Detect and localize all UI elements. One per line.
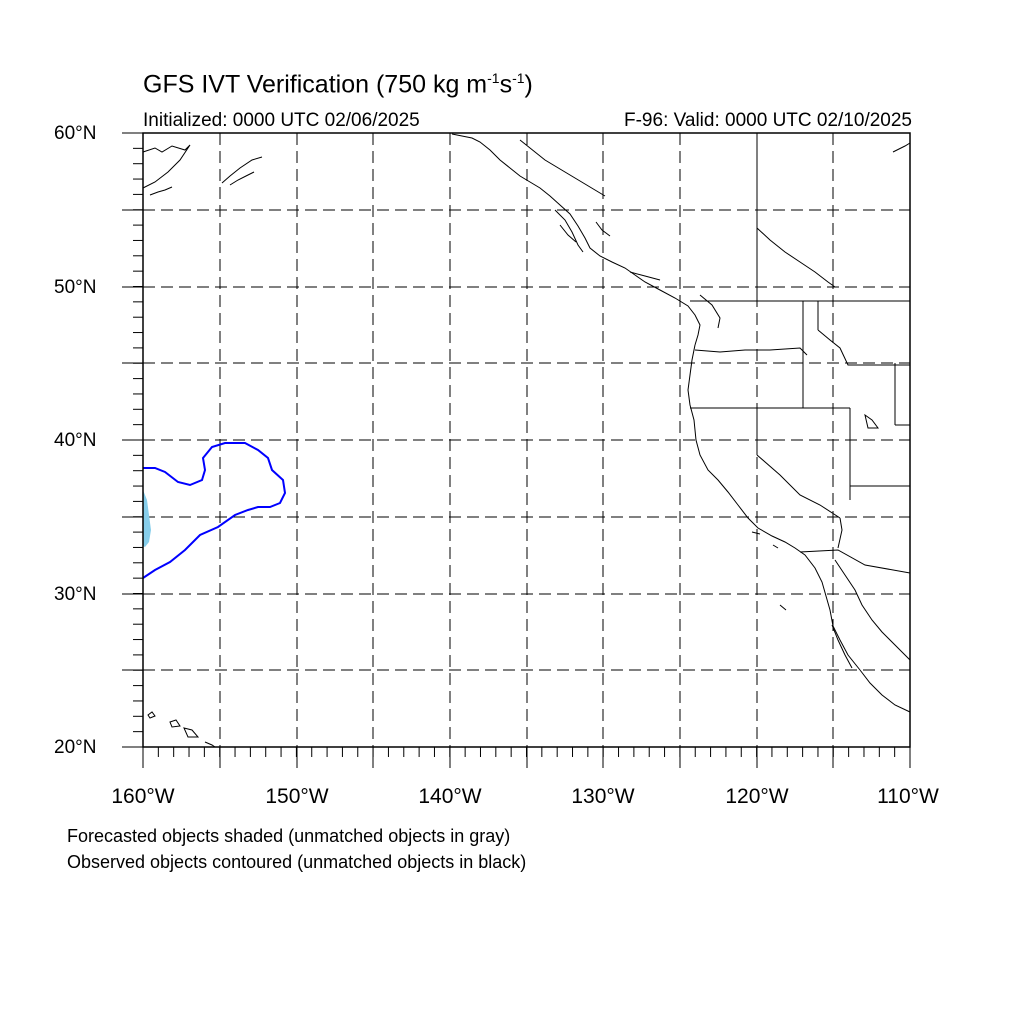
valid-time: F-96: Valid: 0000 UTC 02/10/2025 (624, 110, 912, 131)
footer-note-forecast: Forecasted objects shaded (unmatched obj… (67, 826, 511, 846)
footer-note-observed: Observed objects contoured (unmatched ob… (67, 852, 527, 872)
lat-label-60n: 60°N (54, 123, 97, 144)
tick-marks (122, 132, 911, 768)
lon-label-130w: 130°W (571, 785, 635, 808)
lon-label-150w: 150°W (265, 785, 329, 808)
coastlines (142, 133, 911, 748)
lat-label-50n: 50°N (54, 277, 97, 298)
minor-ticks (133, 132, 911, 757)
lat-label-40n: 40°N (54, 430, 97, 451)
grid-lines (143, 133, 910, 747)
lat-label-30n: 30°N (54, 584, 97, 605)
observed-object-contour (142, 442, 287, 579)
initialized-time: Initialized: 0000 UTC 02/06/2025 (143, 110, 420, 131)
lon-label-140w: 140°W (418, 785, 482, 808)
borders (690, 133, 911, 574)
map-title: GFS IVT Verification (750 kg m-1s-1) (143, 70, 533, 99)
forecast-object-shaded (143, 490, 151, 547)
lon-label-110w: 110°W (877, 785, 939, 808)
lon-label-160w: 160°W (111, 785, 175, 808)
lon-label-120w: 120°W (725, 785, 789, 808)
lat-label-20n: 20°N (54, 737, 97, 758)
